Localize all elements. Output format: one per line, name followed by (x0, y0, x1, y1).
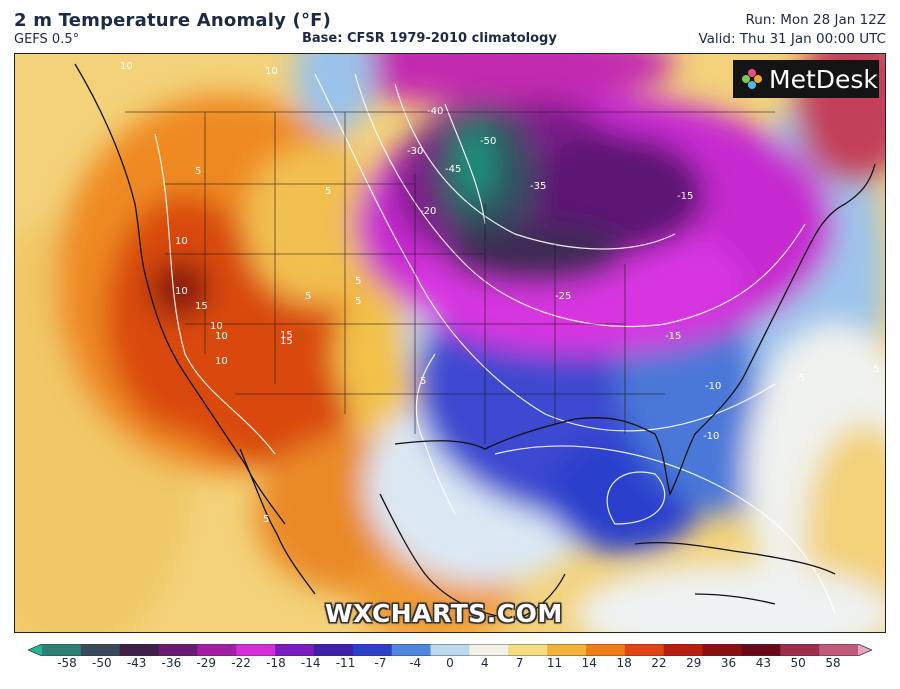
contour-label: -35 (530, 181, 546, 192)
colorbar-segment (508, 644, 548, 656)
chart-title: 2 m Temperature Anomaly (°F) (14, 10, 332, 31)
colorbar-segment (80, 644, 121, 656)
colorbar-tick-label: 50 (790, 656, 806, 670)
chart-header: 2 m Temperature Anomaly (°F) GEFS 0.5° B… (0, 0, 900, 52)
colorbar-segment (741, 644, 781, 656)
contour-label: 5 (263, 514, 269, 525)
contour-label: -25 (555, 291, 571, 302)
colorbar-segment (547, 644, 587, 656)
colorbar-segment (469, 644, 509, 656)
state-borders (125, 111, 775, 444)
contour-label: 10 (210, 321, 223, 332)
colorbar-tick-label: 43 (755, 656, 771, 670)
colorbar-segment (586, 644, 626, 656)
model-label: GEFS 0.5° (14, 32, 80, 47)
colorbar-tick-label: -11 (335, 656, 356, 670)
contour-label: -40 (427, 106, 443, 117)
contour-label: 15 (280, 336, 293, 347)
colorbar-segment (119, 644, 160, 656)
logo-text: MetDesk (769, 64, 878, 94)
contour-label: -30 (407, 146, 423, 157)
contour-label: 15 (195, 301, 208, 312)
colorbar-segment (624, 644, 665, 656)
contour-label: 5 (305, 291, 311, 302)
colorbar-gradient (26, 643, 874, 657)
contour-label: 10 (175, 236, 188, 247)
colorbar-tick-label: -18 (266, 656, 286, 670)
colorbar-segment (197, 644, 237, 656)
colorbar-segment (314, 644, 354, 656)
colorbar-segment (158, 644, 198, 656)
contour-label: 5 (325, 186, 331, 197)
colorbar-tick-label: -4 (409, 656, 422, 670)
contour-label: 5 (195, 166, 201, 177)
contour-lines (154, 73, 836, 615)
contour-label: -45 (445, 164, 461, 175)
map-canvas: 10 105510101510101515105555-40-50-30-45-3… (15, 54, 885, 632)
colorbar-segment (275, 644, 315, 656)
metdesk-logo: MetDesk (733, 60, 879, 98)
contour-label: -5 (795, 373, 805, 384)
colorbar-tick-label: 18 (616, 656, 632, 670)
contour-label: -10 (703, 431, 719, 442)
colorbar-tick-label: 7 (515, 656, 524, 670)
contour-label: 10 (175, 286, 188, 297)
colorbar-segment (236, 644, 276, 656)
logo-flower-icon (741, 68, 763, 90)
run-time-label: Run: Mon 28 Jan 12Z (745, 12, 886, 28)
colorbar-segment (702, 644, 742, 656)
contour-label: 5 (873, 364, 879, 375)
colorbar-max-arrow (858, 644, 872, 656)
valid-time-label: Valid: Thu 31 Jan 00:00 UTC (698, 31, 886, 47)
colorbar-tick-label: 14 (581, 656, 597, 670)
colorbar-tick-label: -50 (92, 656, 112, 670)
colorbar-ticks: -58 -50 -43 -36 -29 -22 -18 -14 -11 -7 -4 0 4 7 11 14 18… (0, 656, 900, 676)
colorbar-tick-label: 29 (686, 656, 702, 670)
colorbar-segment (430, 644, 470, 656)
colorbar-tick-label: 4 (480, 656, 489, 670)
contour-label: -20 (420, 206, 436, 217)
colorbar-tick-label: 0 (446, 656, 454, 670)
contour-label: -10 (705, 381, 721, 392)
colorbar-tick-label: 11 (546, 656, 563, 670)
contour-labels: 10 105510101510101515105555-40-50-30-45-3… (120, 61, 879, 525)
anomaly-field (15, 54, 885, 632)
colorbar-tick-label: -58 (57, 656, 77, 670)
colorbar-tick-label: -36 (161, 656, 182, 670)
contour-label: 10 (120, 61, 133, 72)
contour-label: 5 (355, 276, 361, 287)
colorbar-tick-label: -7 (374, 656, 387, 670)
colorbar (26, 641, 874, 657)
anomaly-map: 10 10 5 5 10 10 15 10 10 15 15 10 5 5 5 5 -40 -50 -30 -45 -3… (14, 53, 886, 633)
colorbar-segment (42, 644, 82, 656)
colorbar-tick-label: -14 (300, 656, 321, 670)
contour-label: 10 (215, 331, 228, 342)
colorbar-segment (663, 644, 704, 656)
colorbar-tick-label: 36 (720, 656, 737, 670)
contour-label: -50 (480, 136, 496, 147)
colorbar-segment (352, 644, 393, 656)
contour-label: 10 (265, 66, 278, 77)
contour-label: 5 (420, 376, 426, 387)
contour-label: 5 (355, 296, 361, 307)
colorbar-tick-label: -22 (231, 656, 251, 670)
contour-label: 15 (280, 330, 293, 341)
contour-label: -15 (665, 331, 681, 342)
colorbar-tick-label: -43 (126, 656, 147, 670)
colorbar-tick-label: -29 (196, 656, 217, 670)
colorbar-segment (391, 644, 432, 656)
contour-label: 10 (215, 356, 228, 367)
colorbar-segment (780, 644, 820, 656)
colorbar-tick-label: 22 (651, 656, 667, 670)
watermark: WXCHARTS.COM (325, 599, 563, 628)
colorbar-tick-label: 58 (825, 656, 841, 670)
coastlines (74, 63, 876, 620)
contour-label: -15 (677, 191, 693, 202)
colorbar-segment (819, 644, 859, 656)
colorbar-min-arrow (28, 644, 42, 656)
base-climatology-label: Base: CFSR 1979-2010 climatology (302, 31, 557, 46)
